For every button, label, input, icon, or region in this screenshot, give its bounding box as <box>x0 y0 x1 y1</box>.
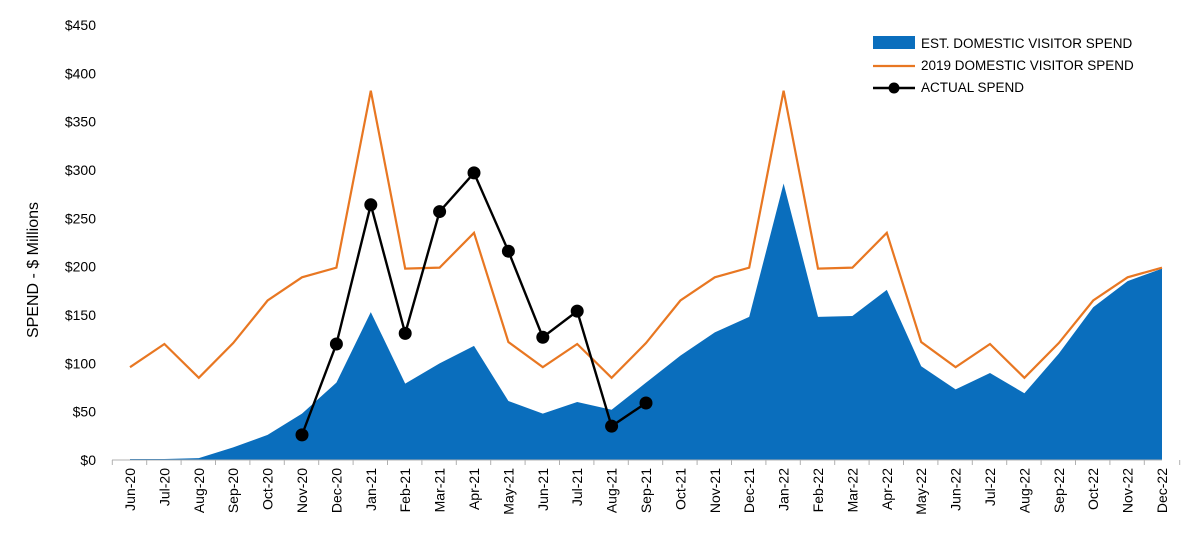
legend-swatch-actual-marker <box>888 82 900 94</box>
plot-area <box>112 90 1163 461</box>
x-tick-label: Mar-21 <box>432 468 448 513</box>
area-est-domestic-visitor-spend <box>130 183 1162 461</box>
y-tick-label: $0 <box>80 452 96 468</box>
x-tick-label: Dec-22 <box>1154 468 1170 513</box>
x-tick-label: Oct-20 <box>260 468 276 510</box>
y-tick-label: $200 <box>65 259 96 275</box>
y-tick-label: $450 <box>65 17 96 33</box>
x-tick-label: Dec-20 <box>328 468 344 513</box>
x-tick-label: Sep-22 <box>1051 468 1067 513</box>
y-axis-label: SPEND - $ Millions <box>25 202 42 338</box>
actual-spend-point <box>398 326 412 340</box>
actual-spend-point <box>570 304 584 318</box>
x-tick-label: Aug-20 <box>191 468 207 513</box>
x-tick-label: Jun-21 <box>535 468 551 511</box>
x-ticks: Jun-20 Jul-20 Aug-20 Sep-20 Oct-20 Nov-20 Dec-… <box>111 460 1181 515</box>
actual-spend-point <box>295 428 309 442</box>
y-tick-label: $50 <box>73 404 97 420</box>
actual-spend-point <box>639 396 653 410</box>
x-tick-label: Oct-21 <box>672 468 688 510</box>
x-tick-label: Jul-20 <box>156 468 172 506</box>
x-tick-label: Jan-21 <box>363 468 379 511</box>
x-tick-label: May-22 <box>913 468 929 515</box>
legend: EST. DOMESTIC VISITOR SPEND 2019 DOMESTIC… <box>873 36 1134 95</box>
actual-spend-point <box>467 166 481 180</box>
x-tick-label: May-21 <box>500 468 516 515</box>
y-axis-label-group: SPEND - $ Millions <box>25 202 42 338</box>
x-tick-label: Jul-21 <box>569 468 585 506</box>
x-tick-label: Jul-22 <box>982 468 998 506</box>
x-tick-label: Oct-22 <box>1085 468 1101 510</box>
legend-label: EST. DOMESTIC VISITOR SPEND <box>921 36 1133 51</box>
y-ticks: $0 $50 $100 $150 $200 $250 $300 $350 $400 $450 <box>65 17 96 468</box>
legend-label: ACTUAL SPEND <box>921 80 1024 95</box>
x-tick-label: Sep-20 <box>225 468 241 513</box>
legend-label: 2019 DOMESTIC VISITOR SPEND <box>921 58 1134 73</box>
x-tick-label: Dec-21 <box>741 468 757 513</box>
line-2019-domestic-visitor-spend <box>129 90 1163 380</box>
y-tick-label: $350 <box>65 114 96 130</box>
y-tick-label: $250 <box>65 210 96 226</box>
x-tick-label: Nov-21 <box>707 468 723 513</box>
x-tick-label: Feb-21 <box>397 468 413 513</box>
x-tick-label: Apr-21 <box>466 468 482 510</box>
actual-spend-point <box>536 330 550 344</box>
actual-spend-point <box>501 244 515 258</box>
x-tick-label: Mar-22 <box>844 468 860 513</box>
actual-spend-point <box>605 419 619 433</box>
x-tick-label: Nov-20 <box>294 468 310 513</box>
x-tick-label: Nov-22 <box>1120 468 1136 513</box>
y-tick-label: $400 <box>65 65 96 81</box>
x-tick-label: Aug-21 <box>604 468 620 513</box>
actual-spend-point <box>364 198 378 212</box>
x-tick-label: Jun-20 <box>122 468 138 511</box>
x-tick-label: Apr-22 <box>879 468 895 510</box>
actual-spend-point <box>329 337 343 351</box>
x-tick-label: Jun-22 <box>948 468 964 511</box>
actual-spend-point <box>433 205 447 219</box>
y-tick-label: $150 <box>65 307 96 323</box>
legend-swatch-area <box>873 36 915 49</box>
x-tick-label: Jan-22 <box>776 468 792 511</box>
x-tick-label: Feb-22 <box>810 468 826 513</box>
y-tick-label: $100 <box>65 355 96 371</box>
x-tick-label: Aug-22 <box>1016 468 1032 513</box>
y-tick-label: $300 <box>65 162 96 178</box>
x-tick-label: Sep-21 <box>638 468 654 513</box>
